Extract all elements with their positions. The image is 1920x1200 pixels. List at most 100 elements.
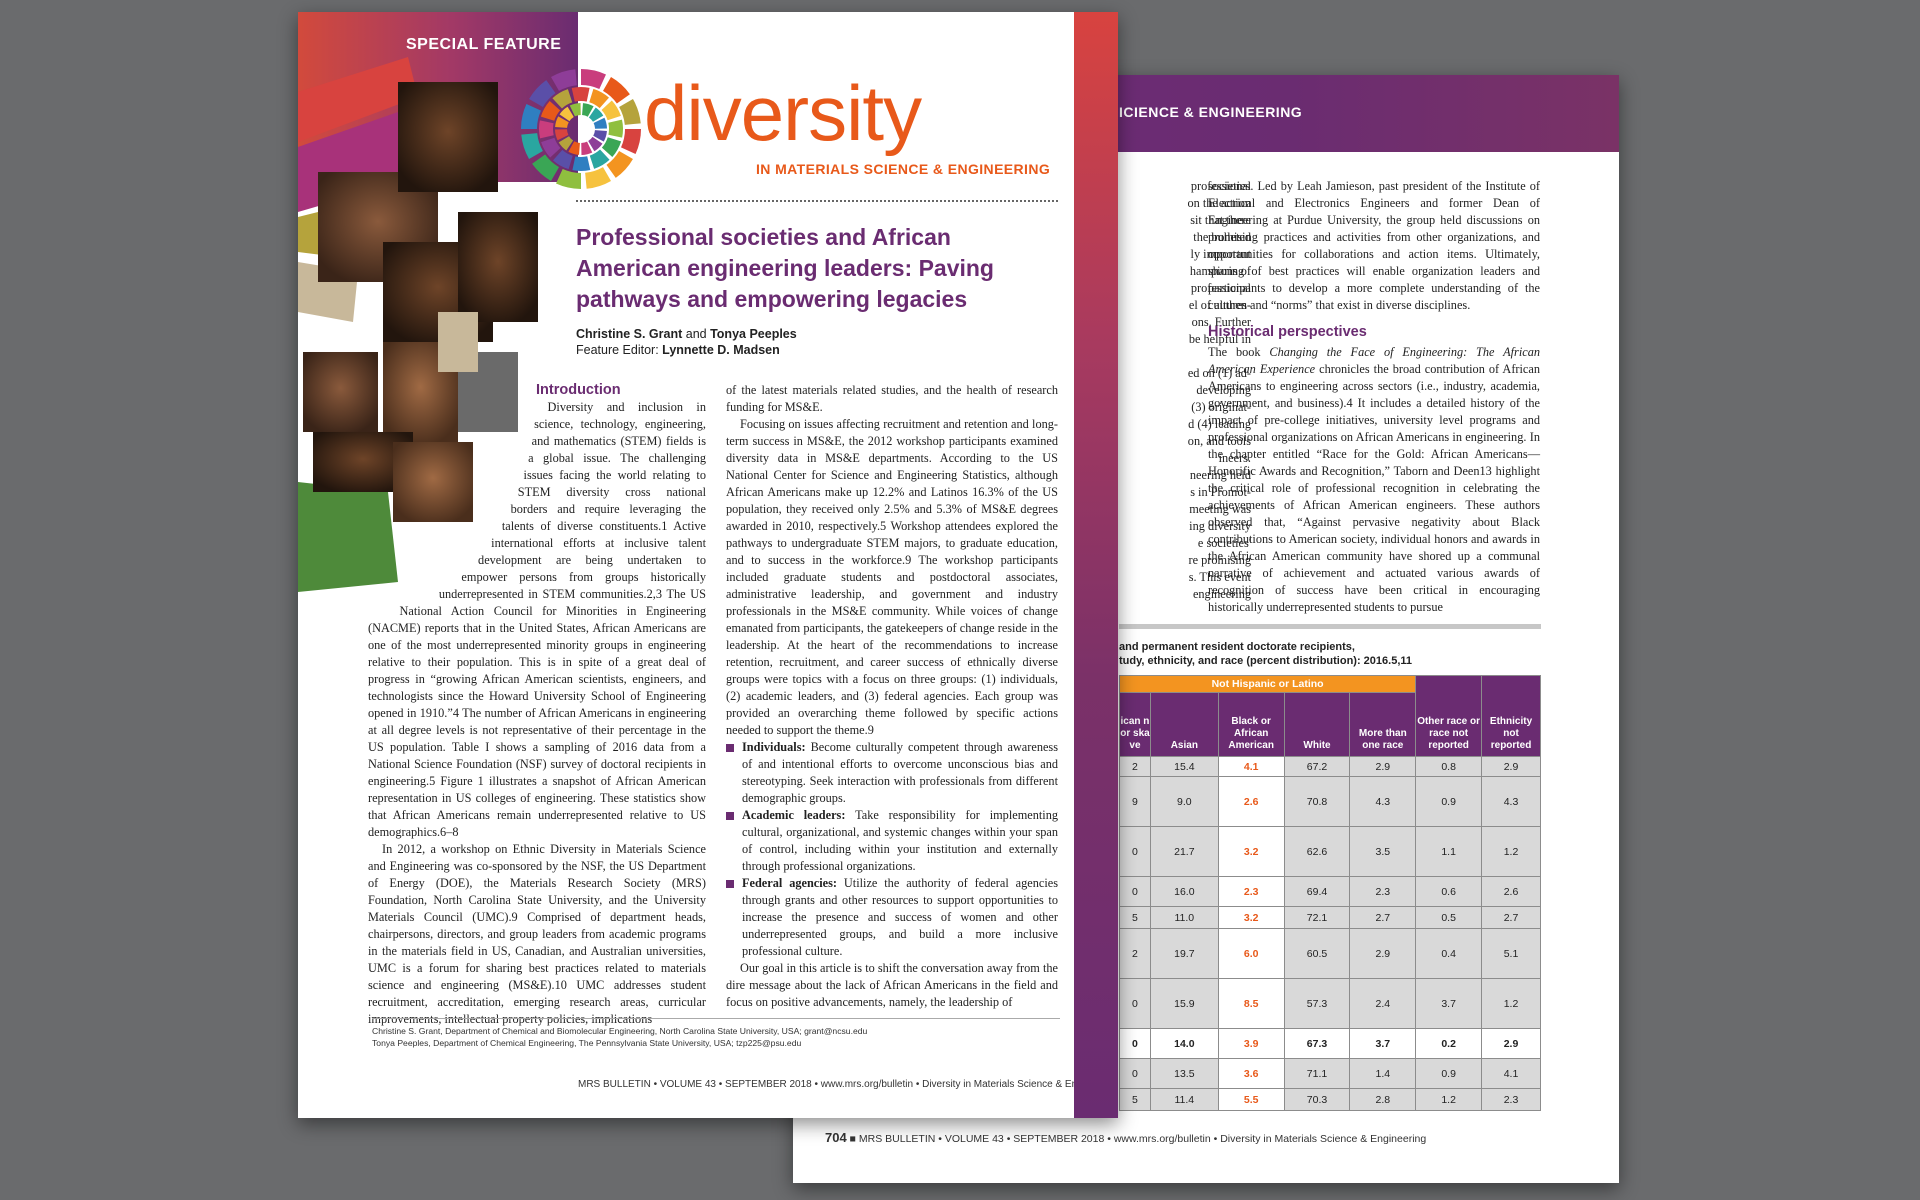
ring-segment: [619, 99, 641, 125]
table-cell: 2.3: [1481, 1088, 1541, 1111]
ring-segment: [552, 89, 573, 109]
table-cell: 0.9: [1415, 1058, 1483, 1089]
ring-segment: [521, 133, 543, 159]
table-row: 0 15.9 8.5 57.3 2.4 3.7 1.2: [1119, 978, 1541, 1029]
text-fragment: be helpful in: [1188, 332, 1251, 346]
text-fragment: ineers.: [1218, 451, 1251, 465]
ring-segment: [532, 154, 559, 181]
table-row: 0 14.0 3.9 67.3 3.7 0.2 2.9: [1119, 1028, 1541, 1059]
ring-segment: [593, 130, 607, 142]
text-run: The book: [1208, 345, 1270, 359]
table-cell: 1.2: [1481, 978, 1541, 1029]
table-cell: 72.1: [1283, 906, 1351, 929]
masthead-subtitle: IN MATERIALS SCIENCE & ENGINEERING: [756, 161, 1051, 177]
ring-segment: [529, 80, 556, 107]
table-cell: 2.6: [1481, 876, 1541, 907]
table-cell: 9.0: [1149, 776, 1219, 827]
text-fragment: on, and tools: [1187, 434, 1251, 448]
table-cell: 0.9: [1415, 776, 1483, 827]
mosaic-segment: [298, 57, 418, 142]
text-fragment: ly important: [1190, 247, 1251, 261]
portrait-photo: [458, 212, 538, 322]
ring-segment: [606, 151, 633, 178]
editor-name: Lynnette D. Madsen: [662, 343, 780, 357]
table-cell: 2.3: [1349, 876, 1417, 907]
table-cell: 60.5: [1283, 928, 1351, 979]
ring-segment: [556, 169, 581, 189]
table-cell: 0.4: [1415, 928, 1483, 979]
bullet-label: Federal agencies:: [742, 876, 837, 890]
table-cell: 5: [1119, 1088, 1151, 1111]
table-row: 0 16.0 2.3 69.4 2.3 0.6 2.6: [1119, 876, 1541, 907]
text-fragment: on the action: [1187, 196, 1251, 210]
table-row: 2 19.7 6.0 60.5 2.9 0.4 5.1: [1119, 928, 1541, 979]
table-cell: 13.5: [1149, 1058, 1219, 1089]
text-run: chronicles the broad contribution of Afr…: [1208, 362, 1540, 614]
table-cell: 4.3: [1349, 776, 1417, 827]
ring-segment: [572, 156, 591, 171]
text-fragment: s. This event: [1188, 570, 1251, 584]
column-2: of the latest materials related studies,…: [726, 382, 1058, 1011]
text-fragment: sit that there: [1190, 213, 1251, 227]
byline: Christine S. Grant and Tonya Peeples Fea…: [576, 326, 797, 358]
ring-segment: [555, 116, 569, 128]
ring-segment: [601, 100, 621, 121]
table-cell: 2.9: [1481, 756, 1541, 777]
article-title: Professional societies and African Ameri…: [576, 224, 994, 312]
text-fragment: s in Promot-: [1190, 485, 1251, 499]
ring-segment: [621, 129, 641, 154]
ring-segment: [588, 107, 604, 122]
table-cell: 0.6: [1415, 876, 1483, 907]
table-cell: 0: [1119, 826, 1151, 877]
text-fragment: e societies': [1197, 536, 1251, 550]
ring-segment: [568, 141, 580, 155]
author-name: Christine S. Grant: [576, 327, 683, 341]
paragraph: The book Changing the Face of Engineerin…: [1208, 344, 1540, 616]
text-fragment: developing: [1196, 383, 1251, 397]
bullet-text: Utilize the authority of federal agencie…: [742, 876, 1058, 958]
portrait-photo: [303, 352, 378, 432]
table-cell: 2.7: [1349, 906, 1417, 929]
table-cell: 15.4: [1149, 756, 1219, 777]
table-cell: 69.4: [1283, 876, 1351, 907]
table-cell: 2.8: [1349, 1088, 1417, 1111]
mosaic-segment: [298, 482, 398, 592]
table-cell: 3.5: [1349, 826, 1417, 877]
table-cell: 0: [1119, 1028, 1151, 1059]
paragraph: Our goal in this article is to shift the…: [726, 961, 1058, 1009]
ring-segment: [589, 149, 610, 169]
ring-segment: [541, 137, 561, 158]
ring-segment: [571, 87, 590, 102]
table-cell: 2.9: [1349, 756, 1417, 777]
bullet-item: Individuals: Become culturally competent…: [726, 739, 1058, 807]
table-cell: 0: [1119, 876, 1151, 907]
table-cell: 4.3: [1481, 776, 1541, 827]
paragraph: In 2012, a workshop on Ethnic Diversity …: [368, 842, 706, 1026]
table-cell: 2: [1119, 756, 1151, 777]
table-row: 0 13.5 3.6 71.1 1.4 0.9 4.1: [1119, 1058, 1541, 1089]
ring-segment: [551, 69, 577, 91]
book-title: Changing the Face of Engineering: The Af…: [1208, 345, 1540, 376]
table-cell: 14.0: [1149, 1028, 1219, 1059]
page-footer: MRS BULLETIN • VOLUME 43 • SEPTEMBER 201…: [578, 1075, 1118, 1090]
table-cell: 67.2: [1283, 756, 1351, 777]
table-cell: 2.6: [1217, 776, 1285, 827]
table-cell: 2.3: [1217, 876, 1285, 907]
table-cell: 5: [1119, 906, 1151, 929]
caption-line: and permanent resident doctorate recipie…: [1119, 641, 1355, 653]
table-cell: 0.5: [1415, 906, 1483, 929]
table-cell: 2.9: [1481, 1028, 1541, 1059]
ring-segment: [588, 136, 603, 152]
table-cell: 3.2: [1217, 906, 1285, 929]
text-fragment: hampions of: [1189, 264, 1251, 278]
text-fragment: ons. Further: [1191, 315, 1251, 329]
bullet-label: Individuals:: [742, 740, 806, 754]
page-header-text: ICIENCE & ENGINEERING: [1119, 104, 1303, 120]
table-cell: 67.3: [1283, 1028, 1351, 1059]
bullet-item: Academic leaders: Take responsibility fo…: [726, 807, 1058, 875]
ring-segment: [553, 149, 573, 170]
section-heading: Historical perspectives: [1208, 324, 1367, 340]
table-cell: 1.1: [1415, 826, 1483, 877]
table-cell: 3.7: [1349, 1028, 1417, 1059]
table-header: ican n or ska ve: [1119, 692, 1151, 757]
